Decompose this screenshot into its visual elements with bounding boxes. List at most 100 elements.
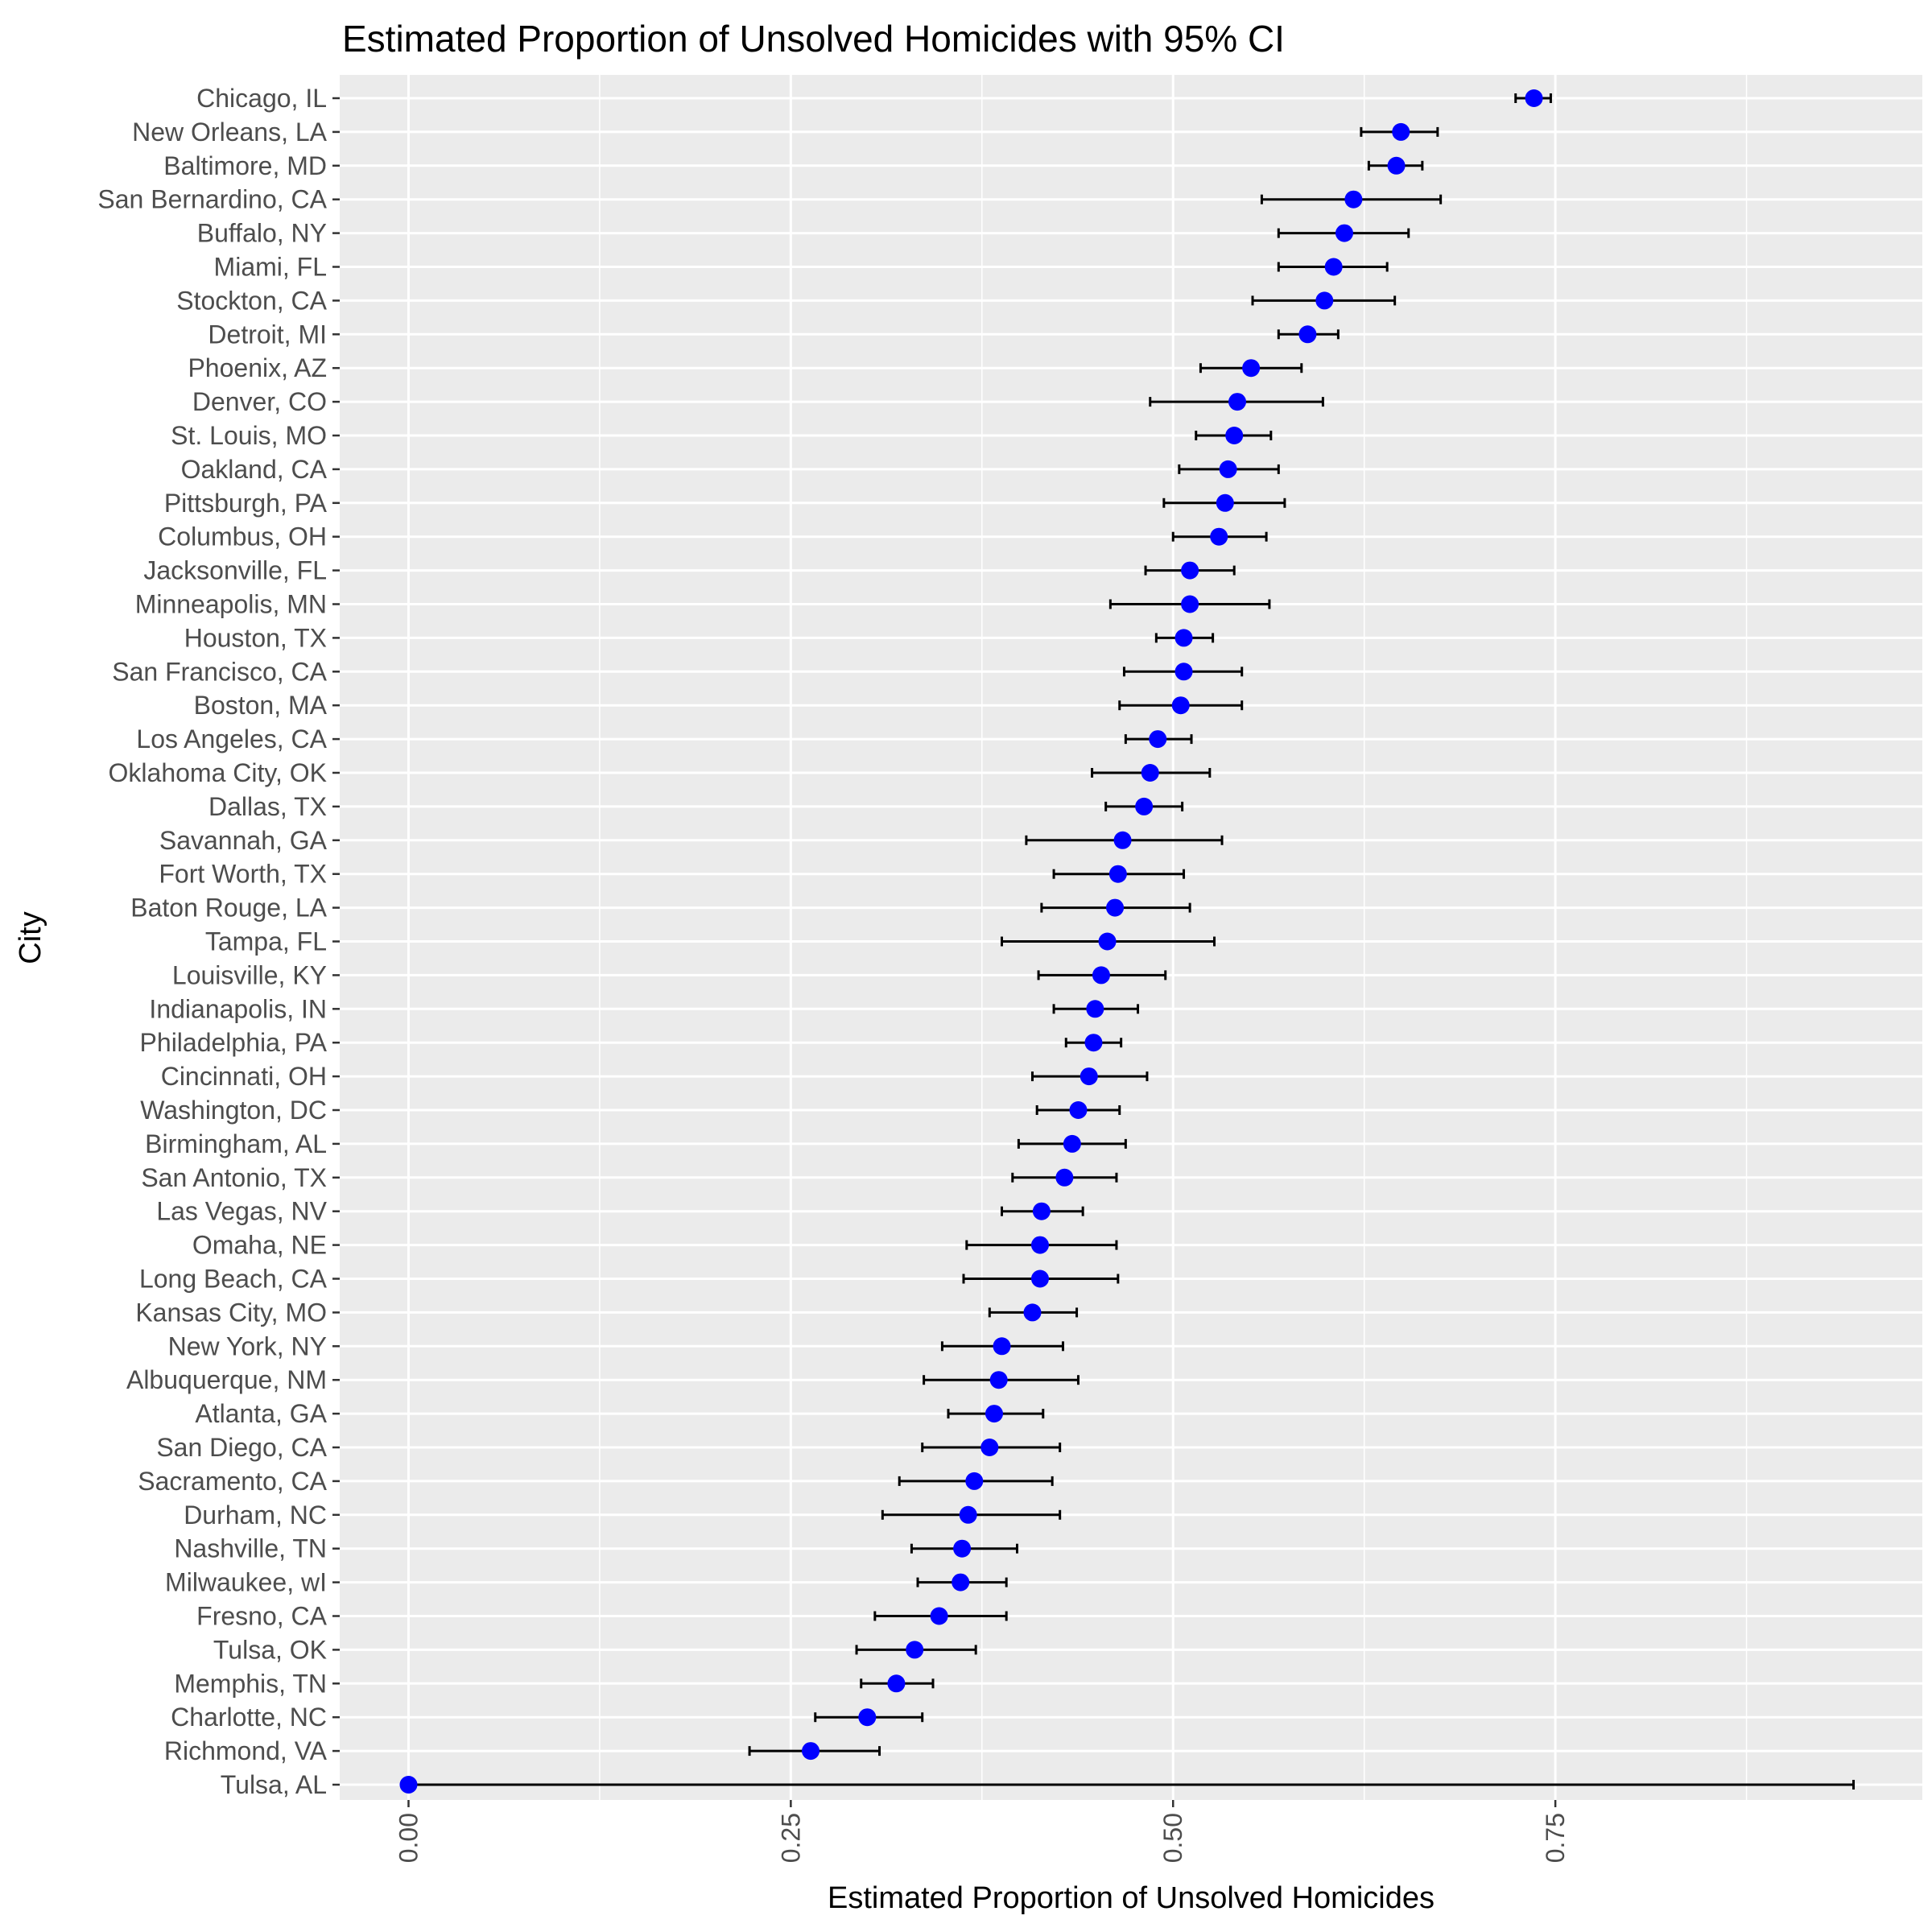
estimate-point xyxy=(1315,291,1334,310)
estimate-point xyxy=(906,1641,924,1659)
estimate-point xyxy=(1032,1202,1051,1220)
estimate-point xyxy=(1080,1067,1098,1086)
city-label: San Francisco, CA xyxy=(112,657,327,686)
estimate-point xyxy=(1113,831,1132,849)
city-label: Omaha, NE xyxy=(192,1231,327,1260)
estimate-point xyxy=(1092,966,1110,985)
city-label: Oklahoma City, OK xyxy=(109,758,327,787)
city-label: Buffalo, NY xyxy=(197,219,327,248)
estimate-point xyxy=(1225,427,1244,444)
city-label: San Antonio, TX xyxy=(141,1163,327,1192)
city-label: Las Vegas, NV xyxy=(156,1197,327,1226)
city-label: Charlotte, NC xyxy=(171,1703,327,1732)
x-tick-label: 0.50 xyxy=(1158,1813,1187,1863)
city-label: Cincinnati, OH xyxy=(161,1062,327,1091)
estimate-point xyxy=(1216,493,1234,512)
x-axis-title: Estimated Proportion of Unsolved Homicid… xyxy=(828,1881,1435,1915)
city-label: Oakland, CA xyxy=(181,455,328,484)
city-label: Tulsa, OK xyxy=(213,1635,327,1664)
estimate-point xyxy=(1030,1236,1049,1254)
city-label: Savannah, GA xyxy=(159,826,328,855)
estimate-point xyxy=(1098,932,1117,951)
city-label: Birmingham, AL xyxy=(145,1129,327,1158)
city-label: Richmond, VA xyxy=(164,1736,328,1765)
x-tick-label: 0.25 xyxy=(776,1813,805,1863)
city-label: Detroit, MI xyxy=(208,320,327,349)
estimate-point xyxy=(1392,122,1410,141)
estimate-point xyxy=(1171,696,1190,715)
estimate-point xyxy=(1335,224,1353,242)
city-label: Sacramento, CA xyxy=(138,1467,327,1496)
city-label: St. Louis, MO xyxy=(171,421,327,450)
y-axis: Chicago, IL New Orleans, LA Baltimore, MD S… xyxy=(97,84,340,1799)
estimate-point xyxy=(985,1405,1003,1423)
city-label: Milwaukee, wI xyxy=(165,1568,327,1597)
estimate-point xyxy=(1055,1168,1074,1187)
x-tick-label: 0.75 xyxy=(1541,1813,1570,1863)
city-label: Indianapolis, IN xyxy=(149,994,327,1023)
estimate-point xyxy=(802,1742,820,1761)
estimate-point xyxy=(1219,460,1237,478)
city-label: Dallas, TX xyxy=(208,792,327,821)
city-label: Memphis, TN xyxy=(174,1669,327,1698)
city-label: Philadelphia, PA xyxy=(140,1028,328,1057)
estimate-point xyxy=(1174,663,1193,681)
estimate-point xyxy=(1525,89,1543,107)
estimate-point xyxy=(887,1674,906,1693)
estimate-point xyxy=(952,1573,970,1591)
estimate-point xyxy=(1108,865,1127,883)
city-label: Los Angeles, CA xyxy=(136,724,327,753)
estimate-point xyxy=(1023,1303,1042,1322)
estimate-point xyxy=(1135,797,1154,815)
chart-title: Estimated Proportion of Unsolved Homicid… xyxy=(342,18,1285,60)
city-label: Houston, TX xyxy=(184,623,327,652)
estimate-point xyxy=(930,1607,948,1625)
estimate-point xyxy=(1063,1134,1081,1153)
gridlines xyxy=(340,75,1922,1800)
estimate-point xyxy=(959,1505,977,1524)
estimate-point xyxy=(1324,258,1343,276)
estimate-point xyxy=(1069,1101,1088,1119)
estimate-point xyxy=(399,1776,418,1794)
city-label: Chicago, IL xyxy=(196,84,327,113)
city-label: Columbus, OH xyxy=(158,522,327,551)
y-axis-title: City xyxy=(14,911,47,964)
city-label: Long Beach, CA xyxy=(139,1265,328,1294)
city-label: San Bernardino, CA xyxy=(97,185,327,214)
city-label: Stockton, CA xyxy=(176,286,327,315)
estimate-point xyxy=(1344,190,1363,208)
estimate-point xyxy=(858,1708,877,1727)
city-label: Minneapolis, MN xyxy=(135,590,327,619)
city-label: Louisville, KY xyxy=(172,960,327,989)
city-label: San Diego, CA xyxy=(156,1433,327,1462)
city-label: Fresno, CA xyxy=(196,1602,327,1631)
city-label: Phoenix, AZ xyxy=(188,353,327,382)
data-marks xyxy=(399,89,1856,1794)
estimate-point xyxy=(1030,1269,1049,1288)
estimate-point xyxy=(1387,156,1406,175)
estimate-point xyxy=(1141,764,1159,782)
city-label: Pittsburgh, PA xyxy=(164,489,328,518)
estimate-point xyxy=(1084,1034,1103,1052)
city-label: Denver, CO xyxy=(192,387,327,416)
estimate-point xyxy=(989,1371,1008,1389)
city-label: Tampa, FL xyxy=(205,927,327,956)
estimate-point xyxy=(1149,730,1167,749)
estimate-point xyxy=(1242,359,1261,378)
city-label: New Orleans, LA xyxy=(132,118,328,147)
estimate-point xyxy=(1228,393,1247,411)
x-tick-label: 0.00 xyxy=(394,1813,423,1863)
city-label: Nashville, TN xyxy=(174,1534,327,1563)
city-label: Tulsa, AL xyxy=(221,1770,327,1799)
city-label: Washington, DC xyxy=(140,1096,327,1125)
plot-panel xyxy=(340,75,1922,1800)
x-axis: 0.00 0.25 0.50 0.75 xyxy=(394,1800,1570,1863)
estimate-point xyxy=(980,1439,999,1456)
estimate-point xyxy=(1086,1000,1104,1018)
estimate-point xyxy=(1181,595,1199,613)
city-label: Baltimore, MD xyxy=(163,151,327,180)
estimate-point xyxy=(1298,325,1317,344)
estimate-point xyxy=(953,1539,972,1558)
estimate-point xyxy=(965,1472,984,1490)
